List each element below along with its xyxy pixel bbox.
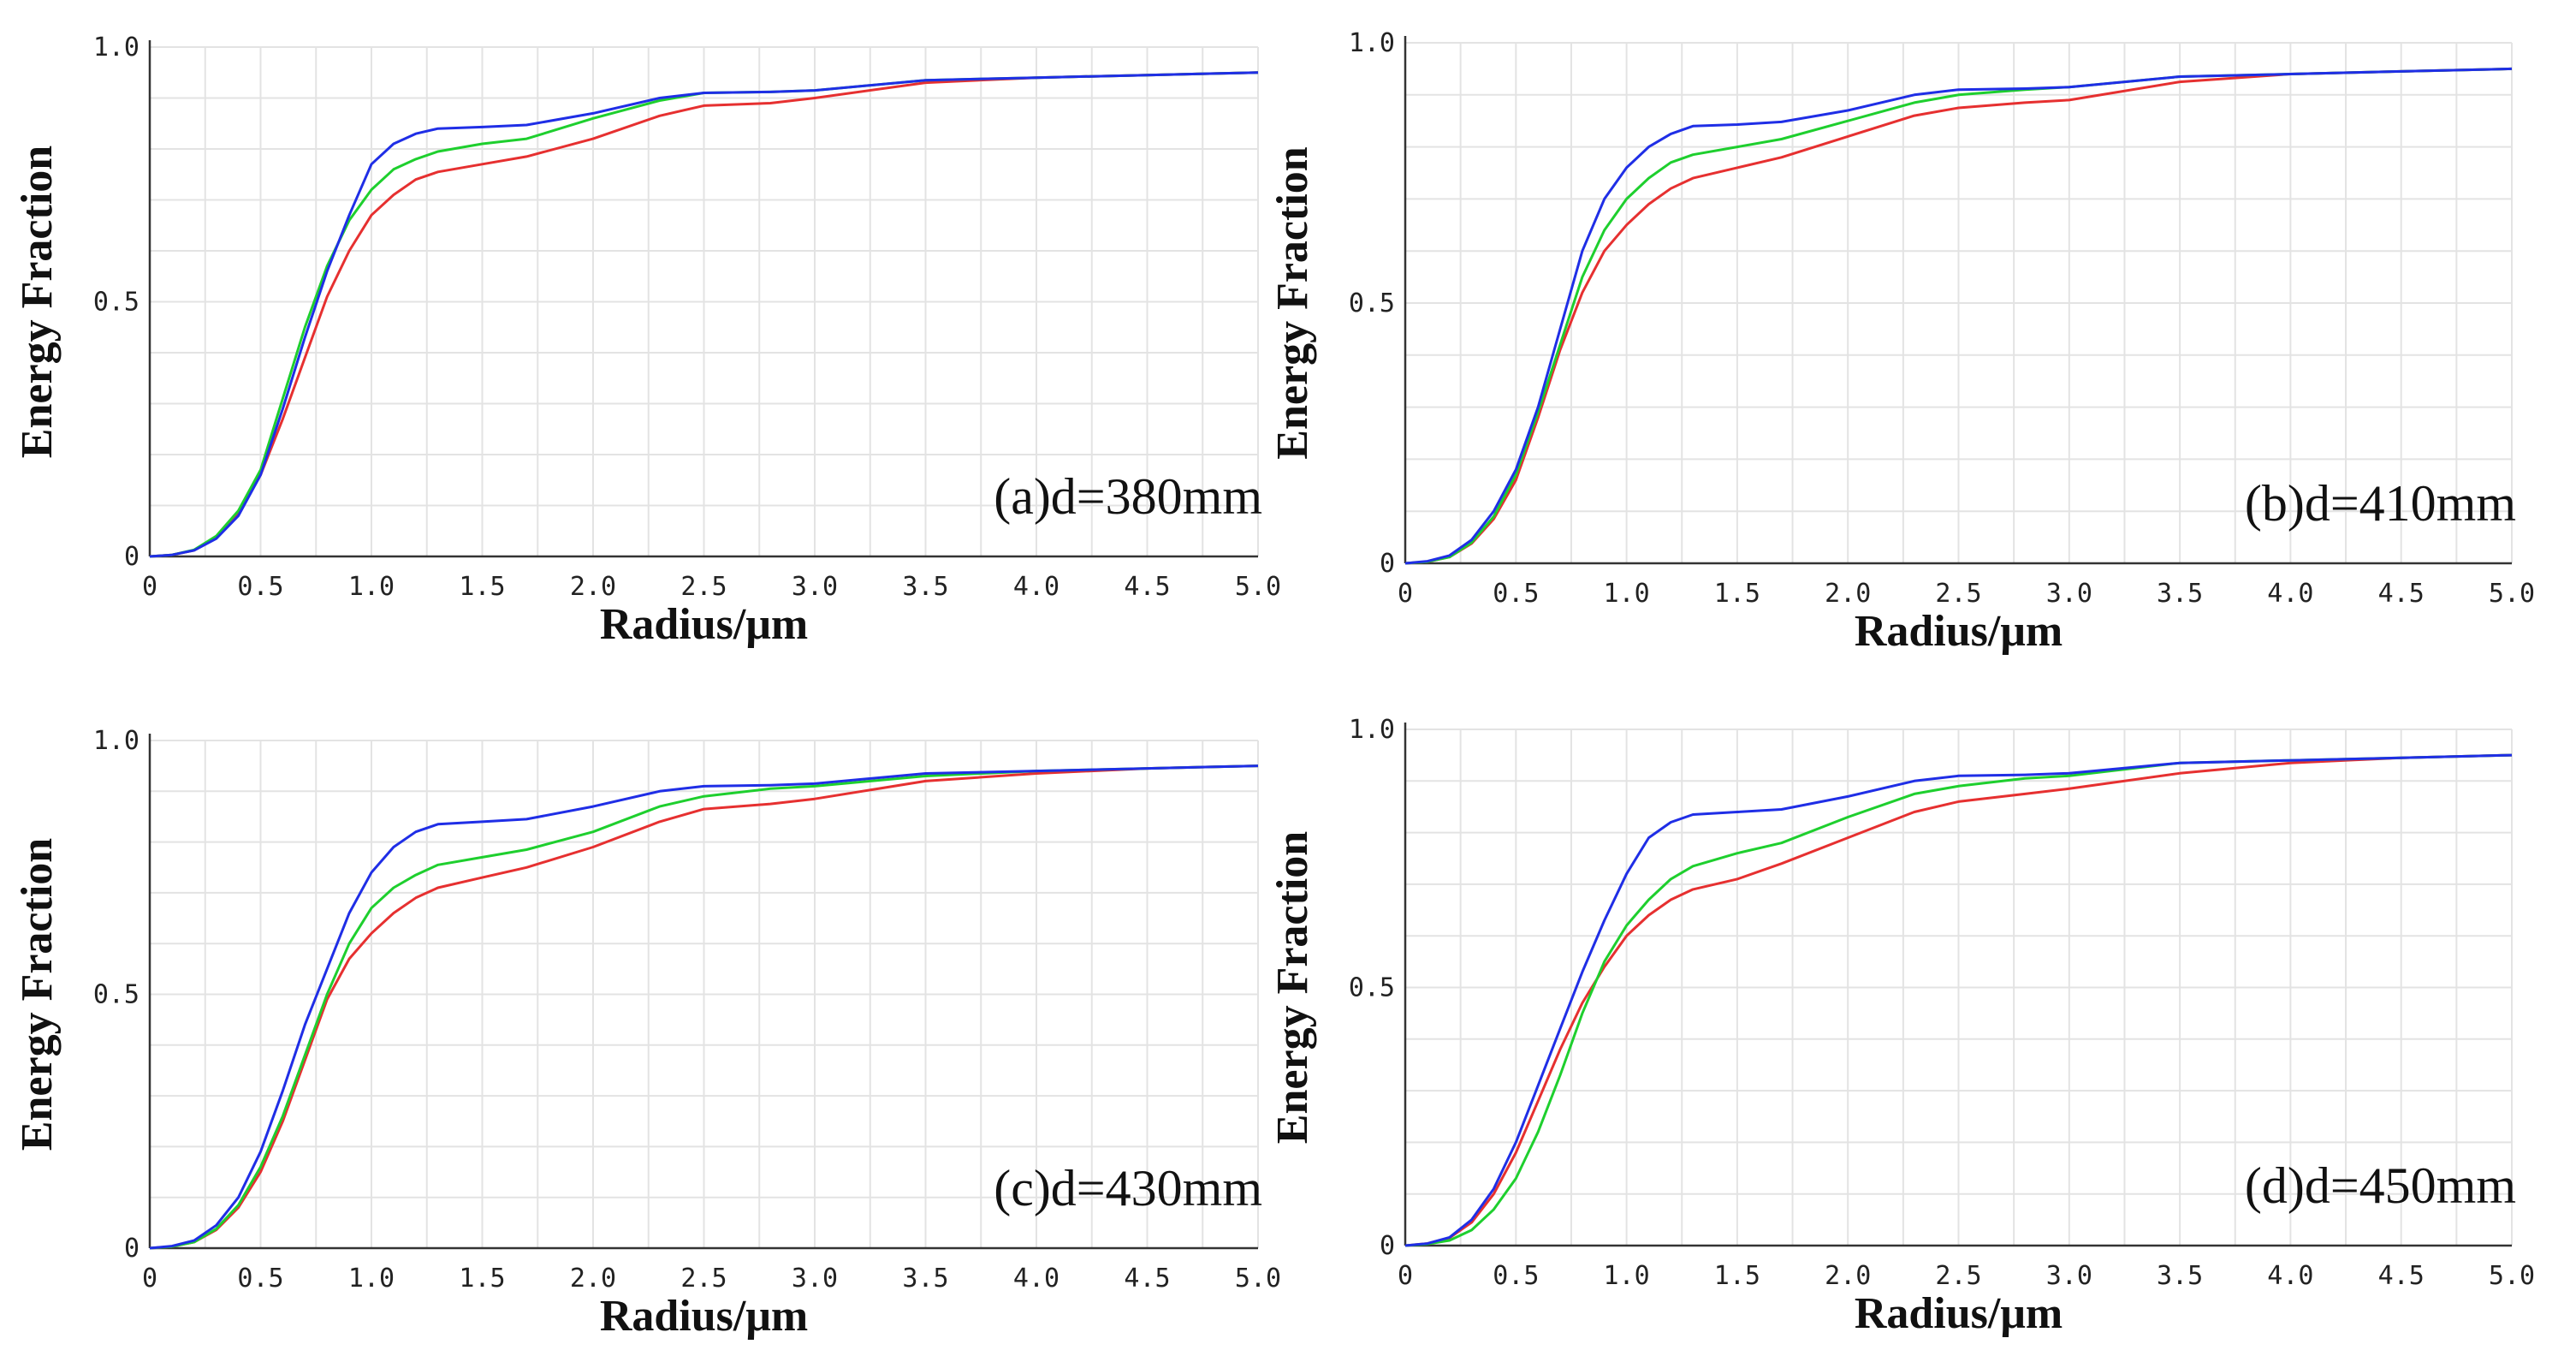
x-axis-title: Radius/μm	[600, 600, 808, 649]
series-line-green	[149, 764, 1259, 1250]
x-tick-label: 0.5	[1493, 579, 1539, 609]
x-tick-label: 1.0	[348, 572, 395, 602]
x-tick-label: 4.0	[2267, 579, 2313, 609]
x-tick-label: 3.0	[792, 572, 838, 602]
x-tick-label: 1.0	[1604, 579, 1650, 609]
series-line-green	[1404, 753, 2513, 1247]
x-tick-label: 2.0	[1825, 1261, 1871, 1291]
x-tick-label: 5.0	[2489, 1261, 2535, 1291]
x-tick-label: 3.0	[2046, 579, 2092, 609]
y-axis-title: Energy Fraction	[13, 146, 62, 458]
x-tick-label: 5.0	[1235, 572, 1281, 602]
x-axis-title: Radius/μm	[600, 1292, 808, 1341]
x-tick-label: 3.5	[902, 1264, 948, 1294]
x-tick-label: 4.5	[2378, 579, 2425, 609]
y-axis-title: Energy Fraction	[1268, 831, 1317, 1144]
y-tick-label: 1.0	[93, 33, 139, 62]
series-line-blue	[1404, 67, 2513, 565]
x-tick-label: 0.5	[237, 1264, 283, 1294]
x-tick-label: 0.5	[237, 572, 283, 602]
x-tick-label: 3.5	[902, 572, 948, 602]
x-tick-label: 0	[142, 1264, 157, 1294]
y-tick-label: 0.5	[1349, 973, 1395, 1003]
x-tick-label: 3.0	[792, 1264, 838, 1294]
panel-label: (c)d=430mm	[994, 1160, 1262, 1216]
x-tick-label: 4.0	[2267, 1261, 2313, 1291]
x-axis-title: Radius/μm	[1855, 1289, 2063, 1338]
x-tick-label: 5.0	[1235, 1264, 1281, 1294]
panel-label: (a)d=380mm	[994, 468, 1262, 525]
x-tick-label: 5.0	[2489, 579, 2535, 609]
x-tick-label: 1.0	[1604, 1261, 1650, 1291]
y-tick-label: 0	[124, 1234, 139, 1264]
x-tick-label: 3.5	[2157, 579, 2203, 609]
y-tick-label: 0.5	[1349, 288, 1395, 318]
chart-panel-4: 0 0.5 1.0 1.5 2.0 2.5 3.0 3.5 4.0 4.5 5.0 0 0.5 1.0 Ra…	[1268, 715, 2535, 1338]
y-tick-label: 0	[124, 542, 139, 572]
x-tick-label: 2.5	[1935, 1261, 1981, 1291]
chart-panel-1: 0 0.5 1.0 1.5 2.0 2.5 3.0 3.5 4.0 4.5 5.0 0 0.5 1.0 Ra…	[13, 33, 1281, 649]
x-tick-label: 1.5	[459, 1264, 505, 1294]
panel-label: (d)d=450mm	[2245, 1157, 2516, 1214]
series-line-blue	[149, 71, 1259, 558]
x-tick-label: 4.0	[1013, 572, 1059, 602]
x-tick-label: 4.5	[2378, 1261, 2425, 1291]
x-tick-label: 2.0	[570, 572, 616, 602]
y-tick-label: 1.0	[1349, 715, 1395, 745]
series-line-blue	[149, 764, 1259, 1250]
series-line-red	[1404, 67, 2513, 565]
y-tick-label: 0.5	[93, 288, 139, 318]
x-tick-label: 2.5	[680, 1264, 727, 1294]
x-tick-label: 1.5	[1714, 1261, 1760, 1291]
y-tick-label: 1.0	[93, 726, 139, 756]
x-tick-label: 4.0	[1013, 1264, 1059, 1294]
x-tick-label: 1.5	[1714, 579, 1760, 609]
x-axis-title: Radius/μm	[1855, 607, 2063, 656]
y-tick-label: 0.5	[93, 980, 139, 1010]
x-tick-label: 0	[1398, 1261, 1413, 1291]
y-tick-label: 1.0	[1349, 28, 1395, 58]
y-axis-title: Energy Fraction	[1268, 146, 1317, 459]
y-tick-label: 0	[1380, 549, 1395, 579]
x-tick-label: 0	[142, 572, 157, 602]
chart-panel-3: 0 0.5 1.0 1.5 2.0 2.5 3.0 3.5 4.0 4.5 5.0 0 0.5 1.0 Ra…	[13, 726, 1281, 1341]
y-axis-title: Energy Fraction	[13, 838, 62, 1151]
x-tick-label: 0.5	[1493, 1261, 1539, 1291]
x-tick-label: 4.5	[1124, 1264, 1170, 1294]
x-tick-label: 2.5	[1935, 579, 1981, 609]
chart-panel-2: 0 0.5 1.0 1.5 2.0 2.5 3.0 3.5 4.0 4.5 5.0 0 0.5 1.0 Ra…	[1268, 28, 2535, 656]
x-tick-label: 3.0	[2046, 1261, 2092, 1291]
panel-label: (b)d=410mm	[2245, 475, 2516, 532]
x-tick-label: 2.0	[570, 1264, 616, 1294]
series-line-red	[1404, 753, 2513, 1247]
x-tick-label: 3.5	[2157, 1261, 2203, 1291]
x-tick-label: 1.0	[348, 1264, 395, 1294]
y-tick-label: 0	[1380, 1231, 1395, 1261]
x-tick-label: 1.5	[459, 572, 505, 602]
series-line-blue	[1404, 753, 2513, 1247]
series-line-red	[149, 764, 1259, 1250]
x-tick-label: 2.5	[680, 572, 727, 602]
x-tick-label: 2.0	[1825, 579, 1871, 609]
x-tick-label: 4.5	[1124, 572, 1170, 602]
x-tick-label: 0	[1398, 579, 1413, 609]
